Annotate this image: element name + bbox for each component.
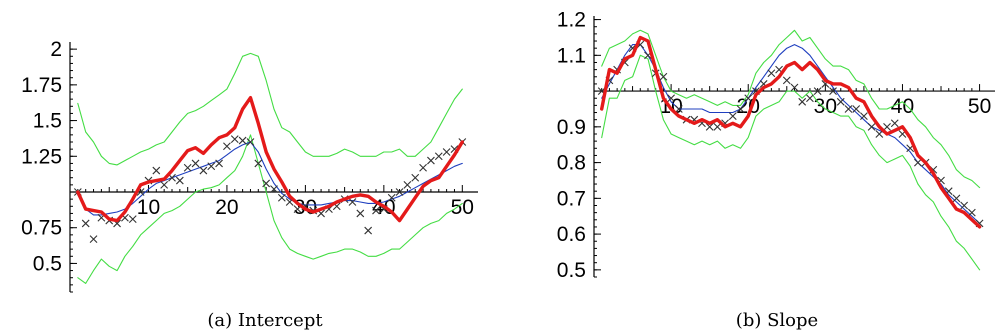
caption-slope: (b) Slope <box>736 310 818 331</box>
intercept-data-point <box>230 135 239 144</box>
intercept-data-point <box>403 180 412 189</box>
slope-x-tick-label: 40 <box>891 95 914 118</box>
intercept-data-point <box>277 193 286 202</box>
slope-data-point <box>913 158 922 167</box>
slope-data-point <box>960 201 969 210</box>
slope-series-band-upper <box>601 29 981 189</box>
slope-data-point <box>836 97 845 106</box>
slope-data-point <box>890 119 899 128</box>
intercept-data-point <box>356 209 365 218</box>
intercept-data-point <box>223 142 231 151</box>
intercept-data-point <box>419 163 427 172</box>
intercept-data-point <box>183 163 192 172</box>
slope-y-tick-label: 1.1 <box>557 44 586 67</box>
slope-data-point <box>806 94 814 103</box>
slope-y-tick-label: 0.8 <box>557 152 586 175</box>
intercept-y-tick-label: 1.75 <box>21 74 62 97</box>
slope-data-point <box>844 105 853 113</box>
intercept-data-point <box>215 159 223 168</box>
slope-series-band-lower <box>601 54 981 271</box>
intercept-data-point <box>152 166 161 175</box>
intercept-data-point <box>160 180 169 189</box>
intercept-data-point <box>254 159 263 168</box>
slope-data-point <box>798 97 807 106</box>
slope-data-point <box>860 112 868 120</box>
slope-data-point <box>667 94 676 103</box>
intercept-x-tick-label: 50 <box>451 196 474 219</box>
intercept-data-point <box>387 193 396 202</box>
slope-data-point <box>659 72 668 81</box>
slope-data-point <box>705 122 714 131</box>
slope-data-point <box>952 194 961 203</box>
intercept-series-band-upper <box>77 52 463 166</box>
slope-data-point <box>782 76 791 85</box>
slope-panel: 10 20 30 40 500.50.60.70.80.91.11.2 <box>557 9 995 282</box>
slope-x-tick-label: 50 <box>968 95 991 118</box>
slope-y-tick-label: 0.6 <box>557 223 586 246</box>
intercept-data-point <box>81 219 90 228</box>
slope-series-thin <box>601 44 981 224</box>
slope-data-point <box>883 122 891 131</box>
slope-data-point <box>875 130 884 138</box>
slope-data-point <box>744 94 753 103</box>
intercept-panel: 10 20 30 40 500.50.751.251.51.752 <box>21 38 478 293</box>
intercept-x-tick-label: 20 <box>215 196 238 219</box>
slope-data-point <box>852 105 861 113</box>
slope-data-point <box>867 122 876 131</box>
intercept-data-point <box>434 152 443 161</box>
intercept-data-point <box>199 166 208 175</box>
intercept-y-tick-label: 1.25 <box>21 145 62 168</box>
intercept-data-point <box>442 148 451 156</box>
intercept-y-tick-label: 2 <box>50 38 62 61</box>
intercept-data-point <box>348 198 357 206</box>
intercept-data-point <box>427 156 435 165</box>
slope-y-tick-label: 0.9 <box>557 116 586 139</box>
intercept-series-band-lower <box>77 134 463 284</box>
intercept-data-point <box>395 188 404 196</box>
intercept-data-point <box>89 235 98 244</box>
slope-data-point <box>967 208 976 217</box>
slope-y-tick-label: 0.7 <box>557 187 586 210</box>
slope-data-point <box>790 83 799 92</box>
intercept-data-point <box>262 179 271 188</box>
intercept-data-point <box>128 215 137 224</box>
slope-data-point <box>829 87 837 95</box>
intercept-data-point <box>372 206 380 215</box>
intercept-data-point <box>270 185 278 194</box>
intercept-data-point <box>191 159 200 168</box>
intercept-data-point <box>411 173 420 182</box>
slope-data-point <box>674 105 683 113</box>
slope-data-point <box>713 122 722 131</box>
slope-y-tick-label: 1.2 <box>557 9 586 32</box>
slope-data-point <box>728 112 737 120</box>
intercept-y-tick-label: 0.5 <box>33 252 62 275</box>
slope-x-tick-label: 30 <box>814 95 837 118</box>
slope-y-tick-label: 0.5 <box>557 259 586 282</box>
slope-data-point <box>736 105 745 113</box>
intercept-series-thin <box>77 141 463 216</box>
intercept-data-point <box>246 138 255 146</box>
intercept-data-point <box>207 162 216 171</box>
slope-series-thick <box>600 35 982 229</box>
intercept-x-tick-label: 10 <box>137 196 160 219</box>
slope-data-point <box>767 69 776 78</box>
intercept-data-point <box>364 226 373 235</box>
slope-data-point <box>813 87 822 95</box>
intercept-series-thick <box>76 95 464 223</box>
intercept-data-point <box>238 136 247 145</box>
intercept-data-point <box>175 176 184 185</box>
intercept-y-tick-label: 0.75 <box>21 217 62 240</box>
intercept-y-tick-label: 1.5 <box>33 110 62 133</box>
caption-intercept: (a) Intercept <box>207 310 323 331</box>
